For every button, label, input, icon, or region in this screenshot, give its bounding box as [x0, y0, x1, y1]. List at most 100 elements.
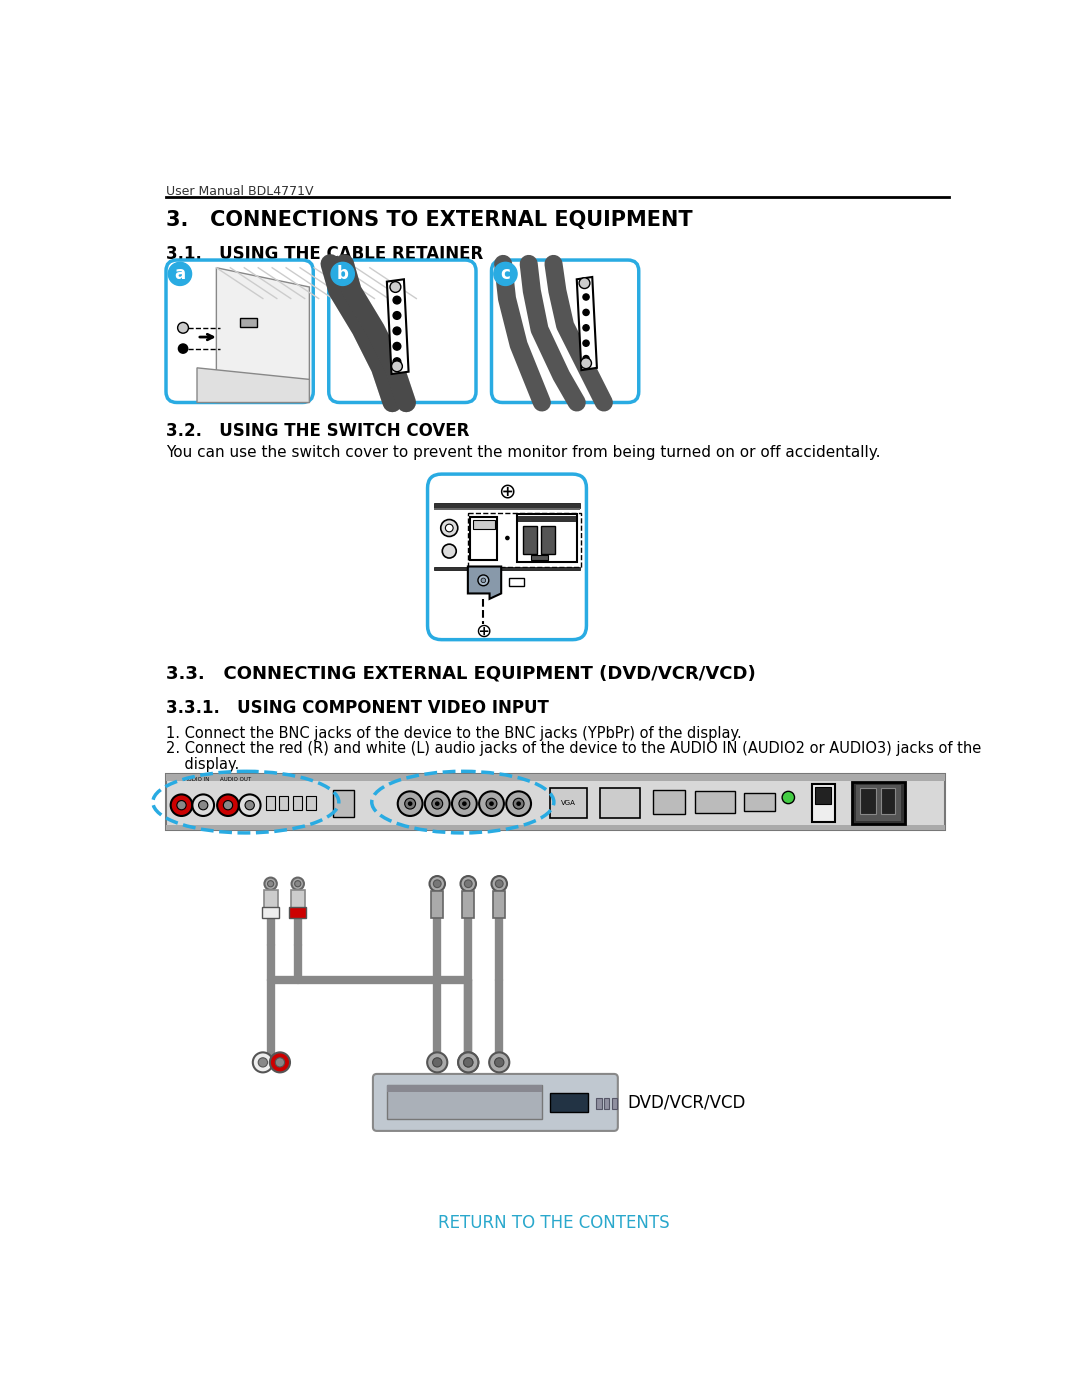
Circle shape — [579, 278, 590, 289]
Text: b: b — [337, 265, 349, 284]
Text: 1. Connect the BNC jacks of the device to the BNC jacks (YPbPr) of the display.: 1. Connect the BNC jacks of the device t… — [166, 726, 742, 740]
Circle shape — [583, 324, 590, 331]
Bar — [516, 514, 577, 562]
Text: You can use the switch cover to prevent the monitor from being turned on or off : You can use the switch cover to prevent … — [166, 444, 880, 460]
Bar — [434, 509, 580, 510]
Polygon shape — [541, 527, 555, 555]
Circle shape — [782, 791, 795, 803]
Text: 3.3.   CONNECTING EXTERNAL EQUIPMENT (DVD/VCR/VCD): 3.3. CONNECTING EXTERNAL EQUIPMENT (DVD/… — [166, 665, 756, 682]
Circle shape — [496, 880, 503, 887]
Circle shape — [445, 524, 454, 532]
Bar — [600, 788, 640, 817]
FancyBboxPatch shape — [328, 260, 476, 402]
Bar — [473, 520, 495, 529]
Bar — [293, 796, 302, 810]
Circle shape — [489, 1052, 510, 1073]
Polygon shape — [216, 268, 309, 402]
Bar — [811, 784, 835, 823]
Bar — [530, 555, 548, 560]
Circle shape — [443, 545, 456, 557]
Circle shape — [464, 880, 472, 887]
Circle shape — [478, 576, 489, 585]
Circle shape — [481, 578, 486, 583]
Bar — [652, 789, 685, 814]
FancyBboxPatch shape — [491, 260, 638, 402]
Bar — [604, 1098, 609, 1109]
Circle shape — [463, 1058, 473, 1067]
Bar — [596, 1098, 602, 1109]
Bar — [264, 890, 278, 916]
Circle shape — [424, 791, 449, 816]
Circle shape — [433, 1058, 442, 1067]
Polygon shape — [861, 788, 876, 814]
Bar — [387, 1085, 542, 1119]
Circle shape — [505, 535, 510, 541]
Polygon shape — [881, 788, 894, 814]
Text: display.: display. — [166, 757, 240, 771]
Circle shape — [433, 880, 441, 887]
Bar — [852, 782, 905, 824]
Text: 3.3.1.   USING COMPONENT VIDEO INPUT: 3.3.1. USING COMPONENT VIDEO INPUT — [166, 698, 549, 717]
Text: RETURN TO THE CONTENTS: RETURN TO THE CONTENTS — [437, 1214, 670, 1232]
Bar — [550, 1094, 589, 1112]
Text: 3.   CONNECTIONS TO EXTERNAL EQUIPMENT: 3. CONNECTIONS TO EXTERNAL EQUIPMENT — [166, 210, 692, 231]
Circle shape — [581, 358, 592, 369]
Text: ⊕: ⊕ — [498, 481, 516, 502]
Circle shape — [451, 791, 476, 816]
Bar — [611, 1098, 617, 1109]
Bar — [468, 513, 581, 567]
Circle shape — [460, 876, 476, 891]
Bar — [166, 774, 945, 781]
Circle shape — [392, 360, 403, 372]
Bar — [166, 774, 945, 830]
Bar — [240, 317, 257, 327]
Text: AUDIO OUT: AUDIO OUT — [220, 777, 252, 781]
Circle shape — [393, 342, 401, 351]
Circle shape — [393, 296, 401, 305]
Circle shape — [430, 876, 445, 891]
Polygon shape — [468, 567, 501, 599]
Polygon shape — [387, 279, 408, 374]
Bar — [431, 891, 444, 918]
Bar — [815, 787, 831, 803]
Circle shape — [177, 800, 186, 810]
Bar — [494, 891, 505, 918]
Circle shape — [393, 327, 401, 335]
Circle shape — [275, 1058, 284, 1067]
Circle shape — [463, 1058, 473, 1067]
Circle shape — [432, 798, 443, 809]
Circle shape — [192, 795, 214, 816]
Bar — [166, 826, 945, 830]
Bar — [550, 788, 586, 817]
Bar — [262, 907, 279, 918]
Circle shape — [459, 798, 470, 809]
Bar — [509, 578, 525, 585]
Bar — [333, 789, 354, 817]
Circle shape — [435, 802, 440, 806]
Text: 3.1.   USING THE CABLE RETAINER: 3.1. USING THE CABLE RETAINER — [166, 244, 483, 263]
Polygon shape — [523, 527, 537, 555]
Circle shape — [494, 263, 517, 285]
Circle shape — [292, 877, 303, 890]
Text: AUDIO IN: AUDIO IN — [185, 777, 210, 781]
FancyBboxPatch shape — [373, 1074, 618, 1132]
Circle shape — [441, 520, 458, 536]
Text: VGA: VGA — [561, 800, 576, 806]
Circle shape — [224, 800, 232, 810]
Circle shape — [295, 880, 301, 887]
Circle shape — [495, 1058, 504, 1067]
Circle shape — [393, 358, 401, 366]
Circle shape — [583, 293, 590, 300]
Text: User Manual BDL4771V: User Manual BDL4771V — [166, 184, 313, 197]
Text: DVD/VCR/VCD: DVD/VCR/VCD — [627, 1094, 745, 1112]
Bar — [694, 791, 734, 813]
Circle shape — [480, 791, 504, 816]
Polygon shape — [577, 277, 597, 370]
Circle shape — [507, 791, 531, 816]
Circle shape — [217, 795, 239, 816]
Circle shape — [458, 1052, 478, 1073]
Bar — [266, 796, 275, 810]
Circle shape — [583, 309, 590, 316]
Circle shape — [332, 263, 354, 285]
Bar — [434, 503, 580, 509]
